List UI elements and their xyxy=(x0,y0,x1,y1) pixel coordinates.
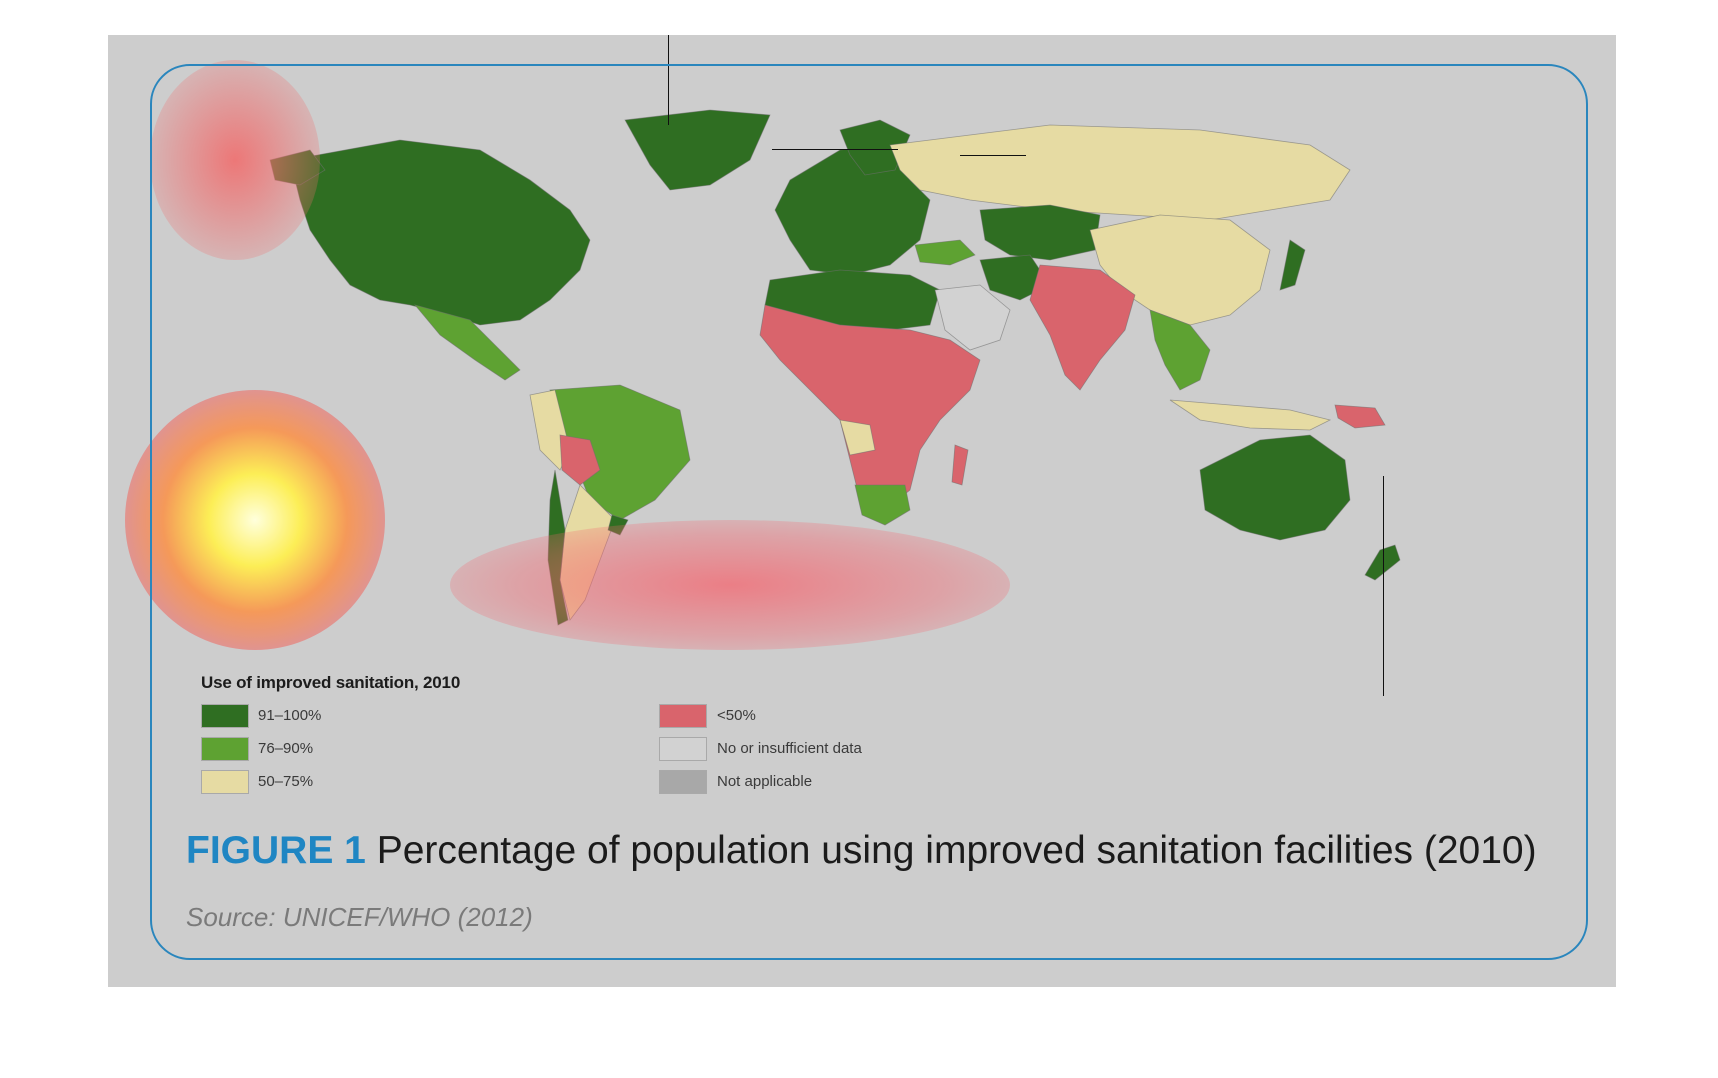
hairline-top xyxy=(668,35,669,125)
region-greenland xyxy=(624,109,771,191)
legend-label-not-applicable: Not applicable xyxy=(717,773,813,790)
hairline-europe xyxy=(960,155,1026,156)
region-turkey xyxy=(914,239,976,266)
region-sub-saharan-africa xyxy=(759,304,981,511)
legend-label-under-50: <50% xyxy=(717,707,756,724)
hairline-australia xyxy=(1383,476,1384,696)
region-southeast-asia xyxy=(1149,309,1211,391)
legend-swatch-76-90 xyxy=(201,737,249,761)
region-arabia xyxy=(934,284,1011,351)
legend-swatch-not-applicable xyxy=(659,770,707,794)
figure-title: Percentage of population using improved … xyxy=(376,829,1537,872)
region-madagascar xyxy=(951,444,969,486)
region-new-zealand xyxy=(1364,544,1401,581)
region-south-africa xyxy=(854,484,911,526)
legend-label-91-100: 91–100% xyxy=(258,707,322,724)
region-australia xyxy=(1199,434,1351,541)
region-north-america xyxy=(289,139,591,326)
figure-source: Source: UNICEF/WHO (2012) xyxy=(186,902,533,932)
region-scandinavia xyxy=(839,119,911,176)
region-india xyxy=(1029,264,1136,391)
region-bolivia xyxy=(559,434,601,486)
world-map xyxy=(269,109,1401,626)
region-kazakhstan xyxy=(979,204,1101,261)
legend-label-50-75: 50–75% xyxy=(258,773,314,790)
region-japan xyxy=(1279,239,1306,291)
region-russia xyxy=(889,124,1351,221)
legend-label-no-data: No or insufficient data xyxy=(717,740,862,757)
figure-frame xyxy=(150,64,1588,960)
region-indonesia xyxy=(1169,399,1332,431)
legend-label-76-90: 76–90% xyxy=(258,740,314,757)
legend-swatch-50-75 xyxy=(201,770,249,794)
region-mexico xyxy=(413,304,521,381)
legend-swatch-no-data xyxy=(659,737,707,761)
hairline-greenland xyxy=(772,149,898,150)
legend-swatch-91-100 xyxy=(201,704,249,728)
figure-caption: FIGURE 1 Percentage of population using … xyxy=(186,829,1537,873)
legend-swatch-under-50 xyxy=(659,704,707,728)
region-png xyxy=(1334,404,1386,429)
legend-title: Use of improved sanitation, 2010 xyxy=(201,673,461,692)
figure-label: FIGURE 1 xyxy=(186,829,366,872)
region-angola xyxy=(839,419,876,456)
